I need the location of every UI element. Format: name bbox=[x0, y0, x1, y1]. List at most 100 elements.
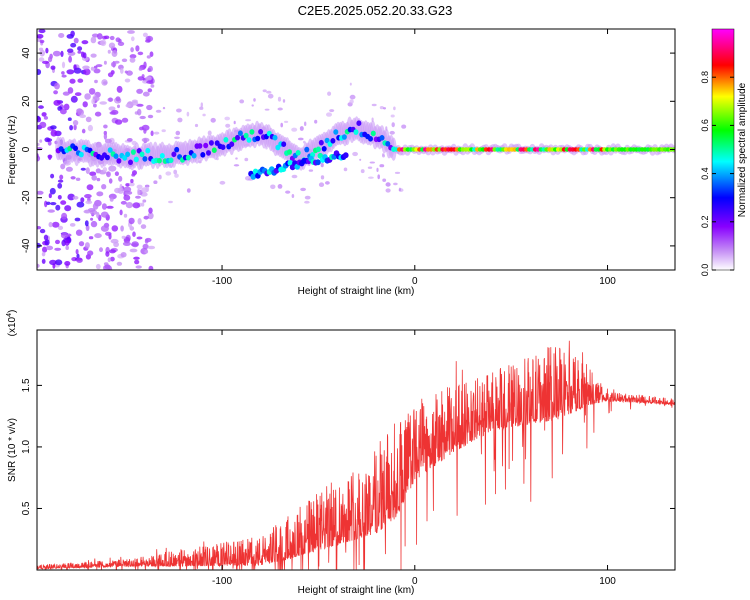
spectrogram-blob bbox=[393, 106, 396, 111]
spectrogram-blob bbox=[44, 200, 48, 208]
spectrogram-blob bbox=[146, 104, 153, 111]
spectrogram-ridge-core bbox=[321, 146, 327, 152]
spectrogram-blob bbox=[175, 130, 181, 136]
spectrogram-blob bbox=[46, 201, 51, 205]
spectrogram-blob bbox=[291, 174, 298, 179]
spectrogram-blob bbox=[96, 211, 100, 219]
snr-xlabel: Height of straight line (km) bbox=[298, 585, 415, 596]
spectrogram-blob bbox=[145, 186, 150, 192]
spectrogram-ridge-core bbox=[272, 134, 278, 141]
spectrogram-blob bbox=[114, 119, 123, 125]
spectrogram-blob bbox=[129, 182, 135, 187]
spectrogram-blob bbox=[304, 195, 311, 200]
spectrogram-blob bbox=[123, 213, 128, 218]
spectrogram-blob bbox=[61, 61, 66, 69]
spectrogram-ridge-core bbox=[229, 141, 235, 147]
spectrogram-blob bbox=[199, 106, 204, 110]
spectrogram-blob bbox=[143, 128, 147, 134]
snr-x-tick-label: 100 bbox=[599, 576, 616, 587]
spectrogram-blob bbox=[37, 190, 44, 195]
spectrogram-ridge-core bbox=[78, 151, 84, 158]
spectrogram-blob bbox=[113, 241, 119, 248]
spectrogram-blob bbox=[85, 167, 90, 175]
snr-x-tick-label: -100 bbox=[212, 576, 232, 587]
spectrogram-blob bbox=[143, 61, 147, 69]
spectrogram-blob bbox=[90, 217, 94, 221]
snr-y-tick-label: 1.5 bbox=[21, 378, 32, 392]
spectrogram-blob bbox=[133, 256, 140, 260]
spectrogram-blob bbox=[349, 99, 354, 104]
spectrogram-blob bbox=[239, 99, 245, 104]
spectrogram-blob bbox=[135, 195, 141, 199]
spectrogram-blob bbox=[153, 180, 158, 184]
spectrogram-blob bbox=[103, 124, 108, 129]
spectrogram-blob bbox=[92, 202, 99, 210]
spectrogram-blob bbox=[349, 82, 352, 86]
spectrogram-blob bbox=[54, 247, 62, 251]
spectrogram-blob bbox=[90, 220, 98, 228]
spectrogram-blob bbox=[39, 228, 46, 234]
colorbar-tick-label: 0.8 bbox=[700, 71, 710, 84]
spectrogram-blob bbox=[37, 34, 44, 39]
spectrogram-blob bbox=[60, 200, 67, 205]
spectrogram-ridge-core bbox=[139, 151, 145, 158]
spectrogram-blob bbox=[87, 124, 93, 132]
spectrogram-blob bbox=[142, 199, 147, 203]
spectrogram-blob bbox=[141, 202, 145, 207]
spectrogram-blob bbox=[124, 78, 131, 83]
spectrogram-blob bbox=[60, 108, 67, 115]
spectrogram-blob bbox=[137, 218, 142, 225]
spectrogram-blob bbox=[186, 188, 191, 193]
spectrogram-blob bbox=[131, 101, 139, 106]
spectrogram-blob bbox=[49, 187, 56, 195]
spectrogram-ridge-core bbox=[295, 150, 301, 156]
spectrogram-blob bbox=[70, 30, 75, 37]
spectrogram-blob bbox=[57, 195, 62, 200]
spectrogram-blob bbox=[117, 41, 125, 46]
spectrogram-blob bbox=[76, 201, 85, 208]
spectrogram-blob bbox=[78, 241, 85, 247]
spectrogram-ridge-core bbox=[333, 129, 339, 135]
spectrogram-blob bbox=[174, 173, 179, 178]
spectrogram-blob bbox=[60, 232, 69, 239]
spectrogram-blob bbox=[108, 106, 116, 111]
spectrogram-blob bbox=[280, 122, 284, 128]
spectrogram-blob bbox=[38, 57, 45, 62]
snr-y-tick-label: 0.5 bbox=[21, 501, 32, 515]
spectrogram-blob bbox=[84, 242, 90, 249]
spectrogram-blob bbox=[111, 50, 118, 57]
spectrogram-blob bbox=[37, 116, 42, 123]
spectrogram-blob bbox=[147, 114, 154, 119]
spectrogram-blob bbox=[95, 263, 101, 270]
spectrogram-blob bbox=[300, 187, 306, 192]
snr-series-line bbox=[37, 340, 675, 570]
snr-y-ticks: 0.5 1.0 1.5 bbox=[21, 378, 675, 515]
spectrogram-blob bbox=[376, 167, 379, 172]
spectrogram-blob bbox=[90, 36, 97, 44]
spectrogram-blob bbox=[149, 51, 154, 57]
spectrogram-blob bbox=[80, 197, 85, 203]
spectrogram-blob bbox=[64, 205, 72, 212]
spectrogram-blob bbox=[57, 182, 63, 189]
spectrogram-blob bbox=[85, 200, 93, 205]
spectrogram-blob bbox=[50, 65, 56, 70]
spectrogram-blob bbox=[90, 53, 97, 58]
spectrogram-blob bbox=[253, 98, 256, 102]
spectrogram-blob bbox=[125, 202, 133, 209]
snr-scale-label: (x104) bbox=[6, 310, 18, 337]
spectrogram-blob bbox=[99, 247, 103, 253]
spectrogram-blob bbox=[82, 65, 90, 70]
spectrogram-blob bbox=[121, 235, 126, 239]
colorbar-gradient bbox=[711, 28, 735, 271]
spectrogram-blob bbox=[108, 165, 117, 172]
spectrogram-blob bbox=[144, 184, 150, 188]
spectrogram-ridge-core bbox=[385, 141, 391, 147]
spectrogram-blob bbox=[136, 88, 144, 94]
spectrogram-blob bbox=[94, 79, 98, 84]
spectrogram-blob bbox=[173, 169, 178, 175]
spectrogram-blob bbox=[123, 194, 131, 201]
spectrogram-ridge-core bbox=[246, 137, 252, 143]
spectrogram-blob bbox=[105, 231, 112, 236]
spectrogram-blob bbox=[308, 169, 314, 172]
